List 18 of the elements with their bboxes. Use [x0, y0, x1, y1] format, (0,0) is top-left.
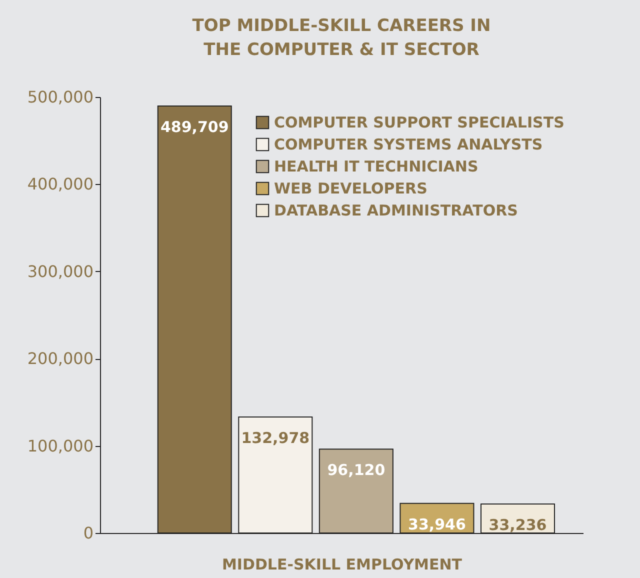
- data-label: 489,709: [160, 118, 229, 136]
- legend-label: HEALTH IT TECHNICIANS: [274, 158, 478, 176]
- data-label: 33,946: [408, 515, 466, 534]
- y-tick-label: 100,000: [27, 436, 94, 456]
- data-label: 96,120: [327, 461, 386, 480]
- y-tick-label: 400,000: [27, 174, 94, 194]
- y-tick-label: 0: [83, 524, 94, 542]
- legend-label: WEB DEVELOPERS: [274, 180, 428, 198]
- x-axis-title: MIDDLE-SKILL EMPLOYMENT: [222, 556, 463, 574]
- y-tick-label: 300,000: [27, 262, 94, 281]
- legend-label: COMPUTER SYSTEMS ANALYSTS: [274, 136, 543, 154]
- chart-title: TOP MIDDLE-SKILL CAREERS IN THE COMPUTER & IT SECTOR: [192, 16, 491, 60]
- y-tick-label: 500,000: [27, 88, 94, 106]
- data-label: 33,236: [488, 516, 547, 534]
- data-label: 132,978: [241, 429, 310, 448]
- y-tick-label: 200,000: [27, 349, 94, 368]
- legend-label: DATABASE ADMINISTRATORS: [274, 202, 518, 220]
- legend-label: COMPUTER SUPPORT SPECIALISTS: [274, 114, 564, 132]
